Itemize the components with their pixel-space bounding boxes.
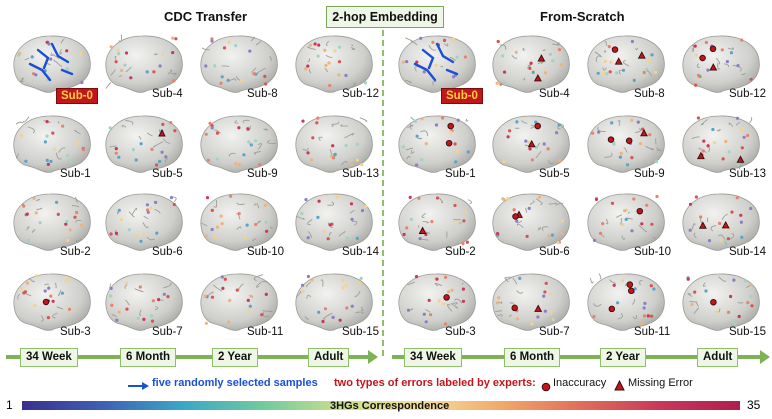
legend-missing: Missing Error xyxy=(628,377,693,389)
brain-surface xyxy=(487,30,573,96)
panel-divider xyxy=(382,30,384,356)
timeline-stage: 6 Month xyxy=(120,348,177,367)
brain-surface xyxy=(582,110,668,176)
brain-surface xyxy=(393,188,479,254)
subject-label: Sub-1 xyxy=(445,168,476,180)
left-panel-title: CDC Transfer xyxy=(164,9,248,24)
timeline-stage: 2 Year xyxy=(600,348,646,367)
brain-surface xyxy=(290,30,376,96)
brain-surface xyxy=(487,188,573,254)
subject-label: Sub-15 xyxy=(729,326,767,338)
brain-surface xyxy=(195,188,281,254)
right-panel-title: From-Scratch xyxy=(540,9,625,24)
subject-label: Sub-7 xyxy=(539,326,570,338)
subject-label: Sub-12 xyxy=(342,88,380,100)
subject-label: Sub-14 xyxy=(342,246,380,258)
subject-label: Sub-6 xyxy=(152,246,183,258)
brain-surface xyxy=(677,188,763,254)
colorbar-max: 35 xyxy=(747,398,761,412)
brain-surface xyxy=(8,30,94,96)
subject-label: Sub-10 xyxy=(247,246,285,258)
subject-label: Sub-3 xyxy=(60,326,91,338)
subject-label: Sub-6 xyxy=(539,246,570,258)
subject-label: Sub-11 xyxy=(247,326,284,338)
timeline-stage: Adult xyxy=(308,348,350,367)
legend-errors-title: two types of errors labeled by experts: xyxy=(334,377,536,389)
timeline-left-line xyxy=(6,355,372,359)
missing-triangle-icon xyxy=(614,378,625,396)
subject-label: Sub-4 xyxy=(539,88,570,100)
timeline-right-line xyxy=(392,355,764,359)
brain-surface xyxy=(195,30,281,96)
inaccuracy-circle-icon xyxy=(541,379,551,397)
brain-surface xyxy=(195,268,281,334)
subject-label: Sub-7 xyxy=(152,326,183,338)
subject-label: Sub-12 xyxy=(729,88,767,100)
subject-label: Sub-4 xyxy=(152,88,183,100)
brain-surface xyxy=(677,110,763,176)
blue-arrow-icon xyxy=(126,379,226,391)
subject-label: Sub-13 xyxy=(729,168,767,180)
brain-surface xyxy=(195,110,281,176)
timeline-stage: 34 Week xyxy=(404,348,462,367)
center-title-box: 2-hop Embedding xyxy=(326,6,444,28)
colorbar-label: 3HGs Correspondence xyxy=(330,400,450,412)
subject-label: Sub-14 xyxy=(729,246,767,258)
subject-label: Sub-0 xyxy=(56,88,98,104)
subject-label: Sub-8 xyxy=(634,88,665,100)
brain-surface xyxy=(393,268,479,334)
brain-surface xyxy=(677,30,763,96)
brain-surface xyxy=(8,268,94,334)
subject-label: Sub-10 xyxy=(634,246,672,258)
timeline-stage: 2 Year xyxy=(212,348,258,367)
colorbar xyxy=(22,401,740,410)
subject-label: Sub-11 xyxy=(634,326,671,338)
brain-surface xyxy=(290,188,376,254)
brain-surface xyxy=(677,268,763,334)
legend-samples: five randomly selected samples xyxy=(152,377,318,389)
timeline-stage: 34 Week xyxy=(20,348,78,367)
subject-label: Sub-13 xyxy=(342,168,380,180)
brain-surface xyxy=(8,110,94,176)
timeline-stage: Adult xyxy=(697,348,739,367)
subject-label: Sub-0 xyxy=(441,88,483,104)
subject-label: Sub-8 xyxy=(247,88,278,100)
timeline-left-arrowhead xyxy=(368,350,378,364)
brain-surface xyxy=(487,268,573,334)
timeline-stage: 6 Month xyxy=(504,348,561,367)
subject-label: Sub-5 xyxy=(539,168,570,180)
subject-label: Sub-2 xyxy=(445,246,476,258)
brain-surface xyxy=(582,30,668,96)
brain-surface xyxy=(100,110,186,176)
subject-label: Sub-3 xyxy=(445,326,476,338)
timeline-right-arrowhead xyxy=(760,350,770,364)
subject-label: Sub-15 xyxy=(342,326,380,338)
subject-label: Sub-9 xyxy=(634,168,665,180)
subject-label: Sub-1 xyxy=(60,168,91,180)
brain-surface xyxy=(582,268,668,334)
subject-label: Sub-2 xyxy=(60,246,91,258)
brain-surface xyxy=(100,30,186,96)
brain-surface xyxy=(290,268,376,334)
brain-surface xyxy=(393,110,479,176)
brain-surface xyxy=(100,268,186,334)
brain-surface xyxy=(100,188,186,254)
brain-surface xyxy=(487,110,573,176)
brain-surface xyxy=(393,30,479,96)
brain-surface xyxy=(582,188,668,254)
subject-label: Sub-9 xyxy=(247,168,278,180)
colorbar-min: 1 xyxy=(6,398,13,412)
brain-surface xyxy=(290,110,376,176)
subject-label: Sub-5 xyxy=(152,168,183,180)
brain-surface xyxy=(8,188,94,254)
legend-inaccuracy: Inaccuracy xyxy=(553,377,607,389)
